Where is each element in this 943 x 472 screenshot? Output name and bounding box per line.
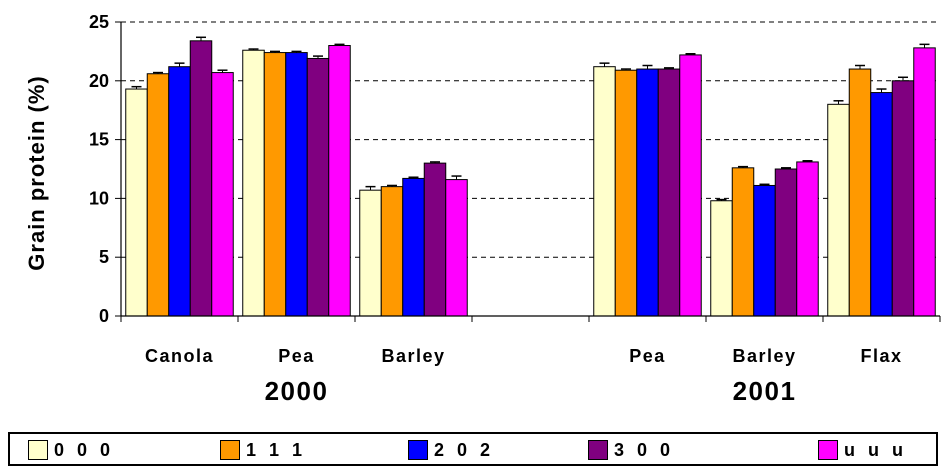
group-label: 2001 bbox=[733, 376, 797, 406]
bar bbox=[891, 80, 915, 317]
y-tick-label: 25 bbox=[89, 12, 109, 32]
legend-swatch-111 bbox=[220, 440, 240, 460]
bar bbox=[731, 167, 755, 317]
category-label: Canola bbox=[145, 346, 214, 366]
bar bbox=[263, 52, 287, 317]
legend-swatch-000 bbox=[28, 440, 48, 460]
y-tick-label: 0 bbox=[99, 306, 109, 326]
legend: 0 0 0 1 1 1 2 0 2 3 0 0 u u u bbox=[8, 432, 938, 466]
bar bbox=[796, 161, 819, 317]
bar bbox=[593, 66, 616, 317]
category-label: Pea bbox=[278, 346, 315, 366]
bar bbox=[848, 68, 872, 317]
bar bbox=[125, 88, 148, 317]
bar bbox=[774, 168, 798, 317]
bar bbox=[753, 184, 776, 317]
bar bbox=[870, 92, 893, 317]
bar bbox=[402, 177, 425, 317]
bar bbox=[423, 162, 447, 317]
category-label: Pea bbox=[629, 346, 666, 366]
bar bbox=[328, 45, 351, 317]
category-label: Barley bbox=[381, 346, 445, 366]
category-label: Barley bbox=[732, 346, 796, 366]
y-tick-label: 5 bbox=[99, 247, 109, 267]
bar bbox=[827, 103, 850, 317]
legend-label-300: 3 0 0 bbox=[614, 439, 675, 460]
bar bbox=[913, 47, 936, 317]
legend-label-uuu: u u u bbox=[844, 439, 907, 460]
legend-label-000: 0 0 0 bbox=[54, 439, 115, 460]
legend-item-300: 3 0 0 bbox=[588, 439, 674, 461]
legend-swatch-uuu bbox=[818, 440, 838, 460]
y-tick-label: 15 bbox=[89, 130, 109, 150]
y-tick-label: 20 bbox=[89, 71, 109, 91]
legend-item-000: 0 0 0 bbox=[28, 439, 114, 461]
bar bbox=[445, 179, 468, 317]
bar bbox=[614, 69, 638, 317]
legend-label-111: 1 1 1 bbox=[246, 439, 307, 460]
bar bbox=[146, 73, 170, 317]
category-label: Flax bbox=[860, 346, 902, 366]
bar bbox=[242, 49, 265, 317]
legend-item-111: 1 1 1 bbox=[220, 439, 306, 461]
bar-chart: 0 5 10 15 20 25 Canola Pea Barley Pea Barley Flax 20… bbox=[24, 12, 941, 406]
bar bbox=[679, 54, 702, 317]
bar bbox=[710, 200, 733, 317]
bar bbox=[380, 186, 404, 317]
bar bbox=[306, 57, 330, 317]
y-axis-label: Grain protein (%) bbox=[24, 75, 49, 270]
bar bbox=[636, 68, 659, 317]
legend-swatch-202 bbox=[408, 440, 428, 460]
bar bbox=[657, 68, 681, 317]
bar bbox=[189, 40, 213, 317]
group-label: 2000 bbox=[265, 376, 329, 406]
legend-item-uuu: u u u bbox=[818, 439, 907, 461]
y-tick-label: 10 bbox=[89, 188, 109, 208]
legend-label-202: 2 0 2 bbox=[434, 439, 495, 460]
bar bbox=[359, 189, 382, 317]
legend-swatch-300 bbox=[588, 440, 608, 460]
bar bbox=[211, 72, 234, 317]
bar bbox=[168, 66, 191, 317]
bar bbox=[285, 52, 308, 317]
legend-item-202: 2 0 2 bbox=[408, 439, 494, 461]
